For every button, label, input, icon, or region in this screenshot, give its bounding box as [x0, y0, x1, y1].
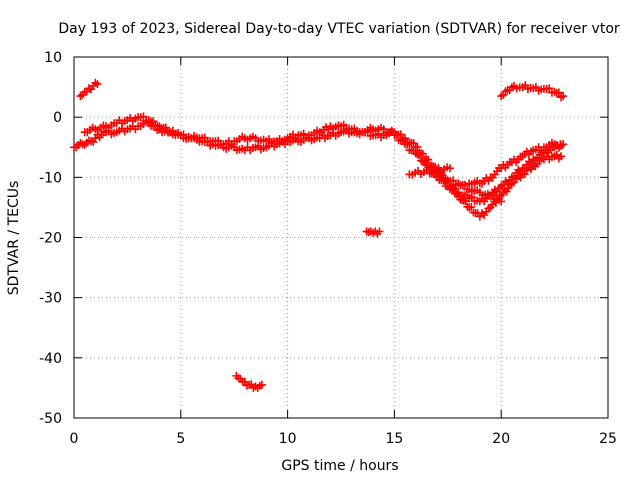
data-point: [350, 124, 359, 133]
data-point: [559, 92, 568, 101]
x-axis-label: GPS time / hours: [281, 458, 398, 474]
data-points: [70, 78, 568, 392]
data-point: [554, 88, 563, 97]
y-axis-label: SDTVAR / TECUs: [6, 181, 22, 296]
x-tick-label: 25: [599, 431, 617, 447]
data-point: [396, 130, 405, 139]
series-track-f: [497, 81, 568, 102]
data-point: [500, 185, 509, 194]
x-tick-label: 15: [385, 431, 403, 447]
series-track-h: [232, 371, 266, 392]
data-point: [418, 149, 427, 158]
x-tick-label: 20: [492, 431, 510, 447]
series-track-d: [465, 138, 568, 189]
data-point: [161, 123, 170, 132]
data-point: [449, 176, 458, 185]
y-tick-label: -20: [39, 231, 62, 247]
y-tick-label: -50: [39, 411, 62, 427]
data-point: [93, 80, 102, 89]
y-tick-labels: -50 -40 -30 -20 -10 0 10: [39, 50, 62, 427]
data-point: [438, 171, 447, 180]
series-track-e: [76, 78, 102, 101]
series-track-i: [405, 163, 454, 179]
data-point: [257, 380, 266, 389]
x-tick-labels: 0 5 10 15 20 25: [70, 431, 617, 447]
data-point: [449, 183, 458, 192]
y-tick-label: -30: [39, 291, 62, 307]
data-point: [214, 136, 223, 145]
axis-ticks: [73, 56, 609, 419]
data-point: [149, 117, 158, 126]
data-point: [424, 155, 433, 164]
data-point: [545, 84, 554, 93]
data-point: [445, 164, 454, 173]
y-tick-label: -10: [39, 170, 62, 186]
data-point: [559, 140, 568, 149]
data-point: [139, 112, 148, 121]
data-point: [200, 133, 209, 142]
series-track-g: [362, 227, 384, 238]
data-point: [454, 191, 463, 200]
data-point: [461, 197, 470, 206]
data-point: [460, 180, 469, 189]
series-track-c: [433, 150, 566, 221]
y-tick-label: 0: [53, 110, 62, 126]
data-point: [490, 197, 499, 206]
y-tick-label: -40: [39, 351, 62, 367]
data-point: [452, 190, 461, 199]
data-point: [413, 143, 422, 152]
data-point: [557, 152, 566, 161]
x-tick-label: 5: [176, 431, 185, 447]
x-tick-label: 0: [70, 431, 79, 447]
x-tick-label: 10: [279, 431, 297, 447]
chart-title: Day 193 of 2023, Sidereal Day-to-day VTE…: [58, 21, 620, 37]
data-point: [375, 227, 384, 236]
data-point: [467, 203, 476, 212]
y-tick-label: 10: [44, 50, 62, 66]
data-point: [339, 120, 348, 129]
data-point: [488, 190, 497, 199]
grid-lines: [74, 57, 608, 418]
data-point: [363, 127, 372, 136]
